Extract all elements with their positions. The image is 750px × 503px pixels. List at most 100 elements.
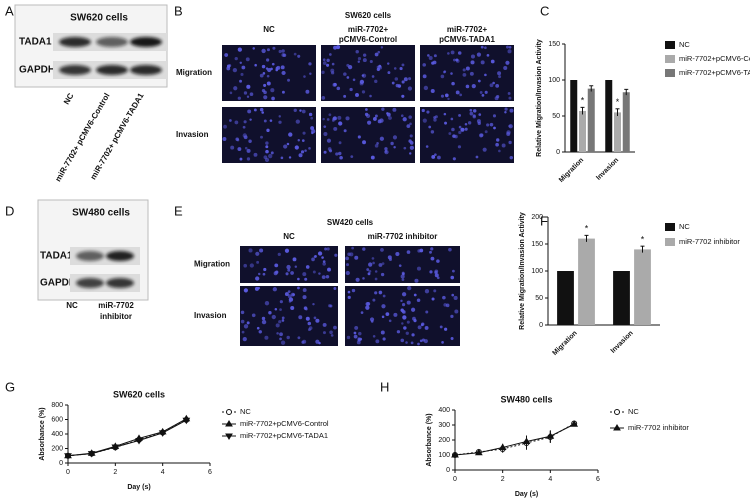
cell	[504, 107, 508, 111]
cell	[454, 134, 458, 139]
cell	[450, 50, 455, 55]
cell	[405, 331, 409, 335]
cell	[357, 57, 362, 61]
cell	[332, 119, 335, 122]
cell	[280, 156, 284, 160]
cell	[443, 70, 446, 74]
cell	[360, 311, 364, 314]
cell	[362, 58, 367, 63]
cell	[266, 128, 270, 132]
cell	[354, 325, 359, 330]
blot-band	[59, 37, 91, 47]
cell	[322, 331, 326, 335]
cell	[343, 129, 347, 133]
y-axis-title: Relative Migration/Invasion Activity	[519, 212, 526, 330]
cell	[401, 322, 404, 325]
cell	[240, 310, 245, 315]
x-tick-label: 0	[453, 476, 457, 483]
cell	[259, 248, 264, 253]
blot-row-label: GAPDH	[40, 278, 76, 289]
cell	[265, 141, 269, 145]
y-tick-label: 200	[531, 214, 543, 221]
cell	[281, 70, 286, 76]
cell	[259, 73, 264, 78]
cell	[305, 265, 310, 269]
cell	[307, 321, 312, 326]
cell	[395, 251, 400, 257]
cell	[490, 59, 495, 64]
cell	[359, 81, 364, 86]
cell	[345, 256, 349, 261]
cell	[233, 86, 238, 91]
cell	[255, 251, 260, 256]
micro-column-label: miR-7702+	[447, 25, 488, 34]
cell	[440, 94, 445, 98]
cell	[256, 260, 260, 264]
cell	[351, 246, 354, 250]
cell	[492, 81, 495, 85]
cell	[450, 72, 453, 75]
cell	[436, 276, 440, 280]
y-tick-label: 800	[51, 402, 63, 409]
cell	[392, 107, 397, 112]
cell	[451, 81, 455, 86]
cell	[281, 53, 286, 57]
cell	[375, 339, 380, 344]
cell	[327, 267, 331, 272]
cell	[372, 298, 376, 302]
cell	[369, 317, 375, 322]
cell	[323, 132, 328, 137]
cell	[424, 325, 429, 330]
cell	[371, 257, 375, 260]
cell	[294, 265, 298, 268]
cell	[444, 121, 448, 125]
cell	[246, 95, 250, 98]
cell	[297, 277, 300, 281]
cell	[417, 325, 422, 330]
cell	[260, 135, 263, 139]
legend-label: miR-7702 inhibitor	[679, 237, 740, 246]
cell	[261, 64, 266, 69]
cell	[380, 46, 384, 49]
blot-band	[130, 65, 162, 75]
cell	[329, 330, 333, 335]
cell	[357, 337, 361, 341]
cell	[271, 314, 276, 320]
cell	[419, 339, 423, 343]
cell	[406, 300, 411, 305]
cell	[287, 290, 291, 293]
cell	[406, 250, 411, 254]
cell	[417, 342, 420, 346]
cell	[239, 157, 243, 161]
cell	[347, 290, 351, 294]
cell	[302, 288, 307, 293]
legend-label: miR-7702+pCMV6-Control	[240, 419, 329, 428]
cell	[249, 263, 254, 268]
point	[546, 432, 555, 439]
cell	[253, 108, 257, 112]
cell	[387, 62, 390, 65]
cell	[362, 277, 365, 280]
cell	[263, 90, 267, 95]
cell	[401, 278, 405, 281]
cell	[255, 276, 260, 281]
cell	[223, 124, 227, 129]
cell	[377, 65, 383, 70]
cell	[401, 309, 406, 314]
cell	[297, 286, 300, 290]
cell	[430, 256, 435, 261]
cell	[467, 121, 472, 125]
cell	[508, 124, 511, 128]
cell	[274, 263, 279, 268]
cell	[465, 66, 470, 71]
point	[182, 417, 191, 425]
cell	[433, 289, 437, 293]
cell	[350, 155, 354, 159]
cell	[261, 111, 264, 114]
cell	[450, 314, 454, 318]
cell	[305, 89, 310, 94]
cell	[357, 135, 361, 139]
cell	[224, 53, 229, 57]
cell	[258, 330, 262, 334]
